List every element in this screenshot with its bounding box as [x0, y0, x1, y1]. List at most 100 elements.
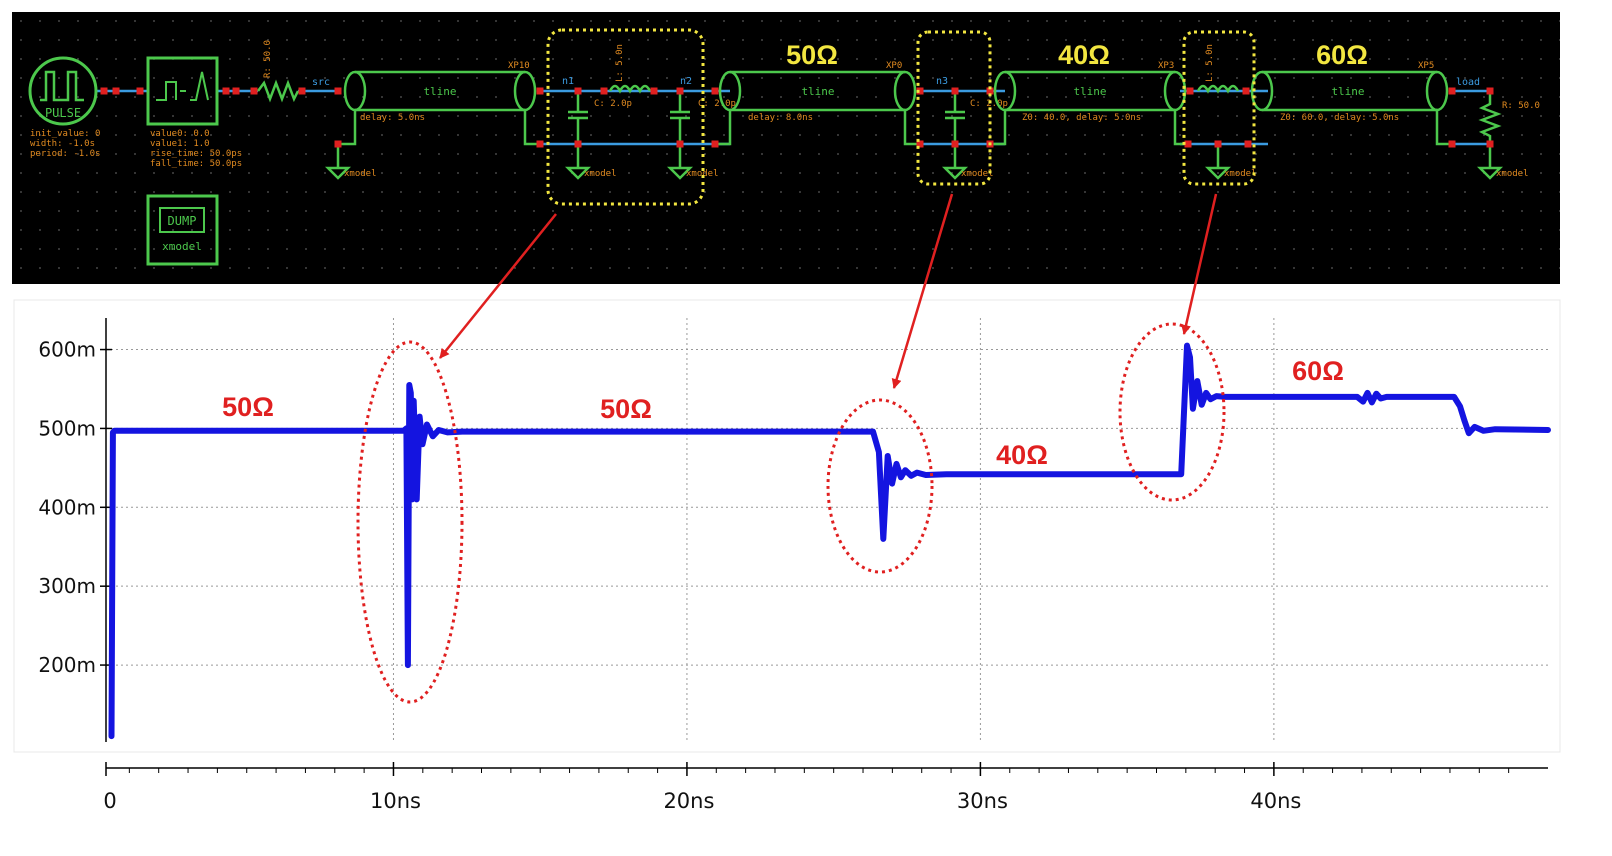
glitch-ellipse [826, 398, 934, 574]
tline-param: Z0: 40.0, delay: 5.0ns [1022, 113, 1141, 123]
ground-icon [324, 166, 352, 180]
resistor-label: R: 50.0 [263, 40, 273, 78]
pulse-label: PULSE [45, 106, 81, 120]
c-section[interactable]: n3 C: 2.0p [936, 76, 1008, 168]
pin-marker [986, 87, 994, 95]
dump-sublabel: xmodel [162, 240, 202, 253]
ground-icon [564, 166, 592, 180]
y-tick-label: 300m [38, 574, 96, 598]
tline-ground-wire [715, 110, 920, 146]
callout-arrow [1181, 193, 1218, 335]
step-param-line: rise_time: 50.0ps [150, 149, 242, 159]
x-tick-labels: 0 10ns 20ns 30ns 40ns [103, 789, 1301, 813]
pin-marker [112, 87, 120, 95]
impedance-annotation: 40Ω [996, 440, 1048, 470]
schematic-panel: PULSE init_value: 0 width: -1.0s period:… [12, 12, 1560, 284]
source-resistor[interactable]: R: 50.0 [257, 40, 300, 103]
tline-label: tline [1073, 85, 1106, 98]
highlight-boxes [546, 28, 1256, 206]
tline-param: delay: 8.0ns [748, 113, 813, 123]
pin-marker [676, 87, 684, 95]
callout-arrows [439, 193, 1218, 389]
pin-marker [574, 140, 582, 148]
resistor-label: R: 50.0 [1502, 101, 1540, 111]
x-tick-label: 20ns [663, 789, 714, 813]
inductor-coil [1196, 84, 1240, 94]
tline-end [1250, 70, 1274, 112]
impedance-label-top: 50Ω [786, 40, 838, 70]
pin-marker [298, 87, 306, 95]
y-tick-label: 500m [38, 416, 96, 440]
pulse-param-line: period: -1.0s [30, 149, 100, 159]
step-source-params: value0: 0.0 value1: 1.0 rise_time: 50.0p… [150, 129, 242, 169]
pin-marker [600, 87, 608, 95]
pin-marker [222, 87, 230, 95]
resistor-zigzag [257, 79, 300, 103]
tline-4[interactable]: tline XP5 Z0: 60.0, delay: 5.0ns [1250, 61, 1452, 146]
pin-marker [536, 140, 544, 148]
inductor-coil [608, 84, 652, 94]
pin-marker [1486, 87, 1494, 95]
lc-section-1[interactable]: n1 n2 L: 5.0n C: 2.0p C: 2.0p [562, 44, 736, 168]
capacitor-3 [945, 91, 965, 168]
pins [100, 87, 1494, 148]
pin-marker [1486, 140, 1494, 148]
resistor-zigzag [1478, 91, 1502, 168]
pin-marker [1448, 140, 1456, 148]
pulse-param-line: width: -1.0s [30, 139, 95, 149]
net-label-src: src [312, 77, 330, 88]
step-param-line: value1: 1.0 [150, 139, 210, 149]
tline-body [355, 70, 525, 112]
tline-ground-wire [1435, 110, 1452, 146]
node-label-n1: n1 [562, 76, 574, 87]
step-source-block[interactable] [146, 56, 219, 126]
ground-icon [666, 166, 694, 180]
pin-marker [334, 87, 342, 95]
capacitor-2 [670, 91, 690, 144]
waveform-series [108, 342, 1551, 740]
tline-instance-name: XP3 [1158, 61, 1174, 71]
tline-instance-name: XP10 [508, 61, 530, 71]
ground-symbols [324, 166, 1504, 180]
pin-marker [1184, 140, 1192, 148]
impedance-label-top: 40Ω [1058, 40, 1110, 70]
dump-block[interactable]: DUMP xmodel [146, 194, 219, 266]
pin-marker [951, 140, 959, 148]
highlight-box-lc [546, 28, 705, 206]
tline-3[interactable]: tline XP3 Z0: 40.0, delay: 5.0ns [990, 61, 1188, 146]
pulse-waveform-icon [40, 70, 84, 102]
wires [96, 89, 1490, 146]
ground-label: xmodel [686, 169, 719, 179]
tline-body [1005, 70, 1175, 112]
pulse-param-line: init_value: 0 [30, 129, 100, 139]
tline-label: tline [423, 85, 456, 98]
tline-2[interactable]: tline XP0 delay: 8.0ns [715, 61, 920, 146]
pin-marker [1186, 87, 1194, 95]
node-label-n2: n2 [680, 76, 692, 87]
tline-label: tline [801, 85, 834, 98]
capacitor-1-label: C: 2.0p [594, 99, 632, 109]
tline-body [730, 70, 905, 112]
callout-arrow [891, 193, 954, 389]
tline-instance-name: XP0 [886, 61, 902, 71]
pin-marker [574, 87, 582, 95]
pin-marker [1214, 140, 1222, 148]
schematic-dot-grid [12, 12, 1560, 284]
capacitor-2-label: C: 2.0p [698, 99, 736, 109]
waveform-chart: 200m 300m 400m 500m 600m 0 10ns 20ns 30ns 40ns 5… [13, 193, 1561, 813]
load-resistor[interactable]: load R: 50.0 [1456, 77, 1540, 168]
tline-1[interactable]: tline XP10 delay: 5.0ns [336, 61, 540, 168]
pin-marker [650, 87, 658, 95]
ground-icon [1476, 166, 1504, 180]
y-tick-label: 400m [38, 495, 96, 519]
x-tick-label: 10ns [370, 789, 421, 813]
l-section[interactable]: L: 5.0n [1196, 44, 1240, 168]
impedance-annotation: 50Ω [600, 394, 652, 424]
tline-instance-name: XP5 [1418, 61, 1434, 71]
glitch-ellipse [356, 340, 464, 704]
pin-marker [1448, 87, 1456, 95]
pulse-source[interactable]: PULSE [28, 56, 98, 126]
node-label-n3: n3 [936, 76, 948, 87]
pin-marker [711, 87, 719, 95]
glitch-highlights [356, 322, 1226, 704]
